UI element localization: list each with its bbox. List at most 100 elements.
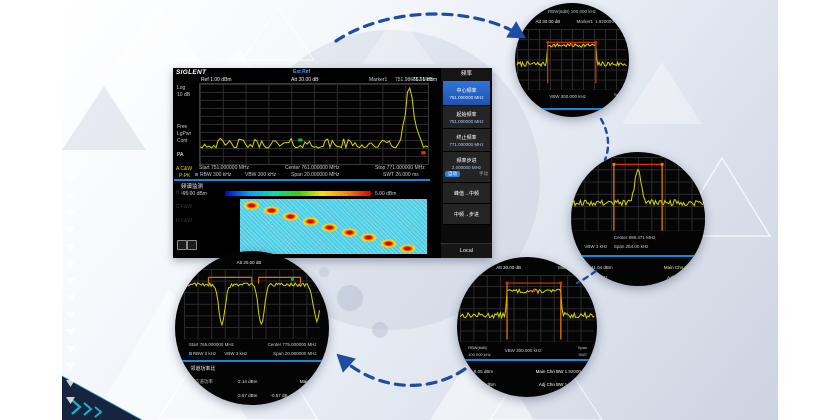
main-power-value: -11.04 dBm [589,264,613,270]
vbw-readout: VBW 3 kHz [224,351,248,357]
separator-line [175,359,329,362]
screen-shortcut-icon-2[interactable] [187,240,197,250]
vbw-readout: VBW 300.000 kHz [504,348,542,353]
separator-line [515,107,629,110]
span-readout: Span 20.000000 MHz [273,351,317,357]
menu-item-cf-to-step[interactable]: 中频→步进 [443,204,490,225]
rbw-value: 100.000 kHz [468,352,491,358]
adj-chn-bw-value: 1.92000 MHz [564,381,592,387]
amplitude-scale-type: Log [177,85,186,91]
vbw-readout: VBW 3 kHz [584,244,608,250]
menu-item-label: 终止频率 [456,134,477,141]
callout-a-plot [517,29,626,90]
menu-item-stop-freq[interactable]: 终止频率 771.000000 MHz [443,129,490,152]
callout-occupied-bw: RBW(6dB) 100.000 kHz Att 30.00 dB Marker… [515,3,629,117]
center-frequency: Center 775.000000 MHz [267,341,317,347]
local-button[interactable]: Local [441,243,492,258]
trace-a-detector: P:PK [179,173,191,179]
center-frequency: Center 899.471 MHz [613,235,656,241]
menu-item-label: 中频→步进 [453,211,479,218]
trace-a-label: A C&W [176,166,193,172]
callout-b-plot [571,157,705,232]
separator-line [571,255,705,258]
manual-toggle[interactable]: 手动 [479,171,488,176]
callout-acpr: Att 20.00 dB Start 765.000000 MHz Center… [175,251,329,405]
main-channel-value: -2.14 dBm [236,378,258,384]
menu-item-start-freq[interactable]: 起始频率 751.000000 MHz [443,106,490,129]
rbw-readout: RBW 300 kHz [200,172,232,178]
menu-title: 频率 [441,68,492,81]
preamp-indicator: PA [177,152,184,158]
spectrum-analyzer-screen: SIGLENT Ext Ref Ref 1.00 dBm Att 30.00 d… [173,68,492,258]
span-label: Span [577,345,588,351]
adj-channel-label: 邻道功率 [190,392,209,398]
vbw-readout: VBW 300 kHz [245,172,277,178]
peak-trace [571,163,705,231]
attenuation-readout: Att 30.00 dB [535,18,561,24]
analyzer-display-area: SIGLENT Ext Ref Ref 1.00 dBm Att 30.00 d… [173,68,441,258]
callout-channel-power: Center 899.471 MHz VBW 3 kHz Span 264.00… [571,152,705,286]
waterfall-signal-blob [262,206,280,216]
detector-mode: LgPwr [177,131,192,137]
marker-label: Marker1 [558,265,575,271]
attenuation-readout: Att 20.00 dB [236,260,262,266]
menu-item-peak-to-cf[interactable]: 峰值→中频 [443,183,490,204]
callout-d-plot [184,269,320,339]
start-frequency: Start 765.000000 MHz [188,341,234,347]
trigger-mode: Free [177,124,188,130]
trace-b-label: B F&W [176,190,192,196]
attenuation-readout: Att 30.00 dB [291,77,319,83]
scale-per-div: 10 dB [177,92,191,98]
separator-line [457,359,597,362]
callout-adjacent-channel: Att 30.00 dB Marker1 RBW(6dB) 100.000 kH… [457,257,597,397]
menu-item-value: 2.000000 MHz [451,165,482,170]
swt-label: SWT [578,352,588,358]
marker-label: Marker1 [576,18,594,24]
callout-c-plot [460,275,594,343]
adj-chn-bw-label: Adj Chn BW [538,381,564,387]
waterfall-signal-blob [340,228,358,237]
trace-bullet [188,352,192,356]
sweep-mode: Cont [177,138,188,144]
marker-frequency: 751.986667 MHz [395,77,434,83]
trace-c-label: C F&W [176,204,193,210]
adj-channel-ratio: -0.57 dB [270,392,288,398]
flattop-trace [517,41,626,89]
ref-level-readout: Ref 1.00 dBm [201,77,232,83]
rbw-readout: RBW 3 kHz [188,351,216,356]
separator-line [174,179,430,181]
main-trace [200,84,428,155]
menu-item-label: 起始频率 [456,111,477,118]
rbw-label: RBW(6dB) [468,345,488,351]
softkey-menu: 频率 中心频率 761.000000 MHz 起始频率 751.000000 M… [441,68,492,258]
marker-value: 1.920000 MHz [595,18,625,24]
start-frequency: Start 751.000000 MHz [199,165,250,171]
flattop-trace [460,281,594,342]
main-spectrum-plot [199,83,429,165]
attenuation-readout: Att 30.00 dB [496,265,521,271]
spectrogram-waterfall [240,199,427,254]
menu-item-center-freq[interactable]: 中心频率 761.000000 MHz [443,81,490,106]
screen-shortcut-icon-1[interactable] [177,240,187,250]
menu-item-freq-step[interactable]: 频率步进 2.000000 MHz 自动 手动 [443,152,490,183]
menu-item-label: 频率步进 [456,158,477,164]
waterfall-signal-blob [379,238,397,248]
main-chn-column: Main Ch [299,378,317,384]
ext-ref-indicator: Ext Ref [293,69,311,75]
auto-toggle[interactable]: 自动 [445,171,460,177]
monitor-title: 频谱监测 [181,184,204,190]
amplitude-color-scale [225,191,371,196]
vbw-readout: VBW 300.000 kHz [549,94,586,100]
waterfall-signal-blob [360,233,377,243]
stop-frequency: Stop 771.000000 MHz [375,165,425,171]
trace-bullet [195,173,198,176]
notch-trace [184,269,320,338]
adj-power-value: -61.50 dBm [472,381,496,387]
swt-label: SWT [614,98,624,104]
marker-label: Marker1 [369,77,388,83]
main-chn-bw-label: Main Chn BW [663,264,692,270]
rbw-row: RBW(6dB) 100.000 kHz [547,8,597,14]
menu-item-value: 751.000000 MHz [449,118,484,124]
main-power-value: -8.05 dBm [472,369,494,374]
